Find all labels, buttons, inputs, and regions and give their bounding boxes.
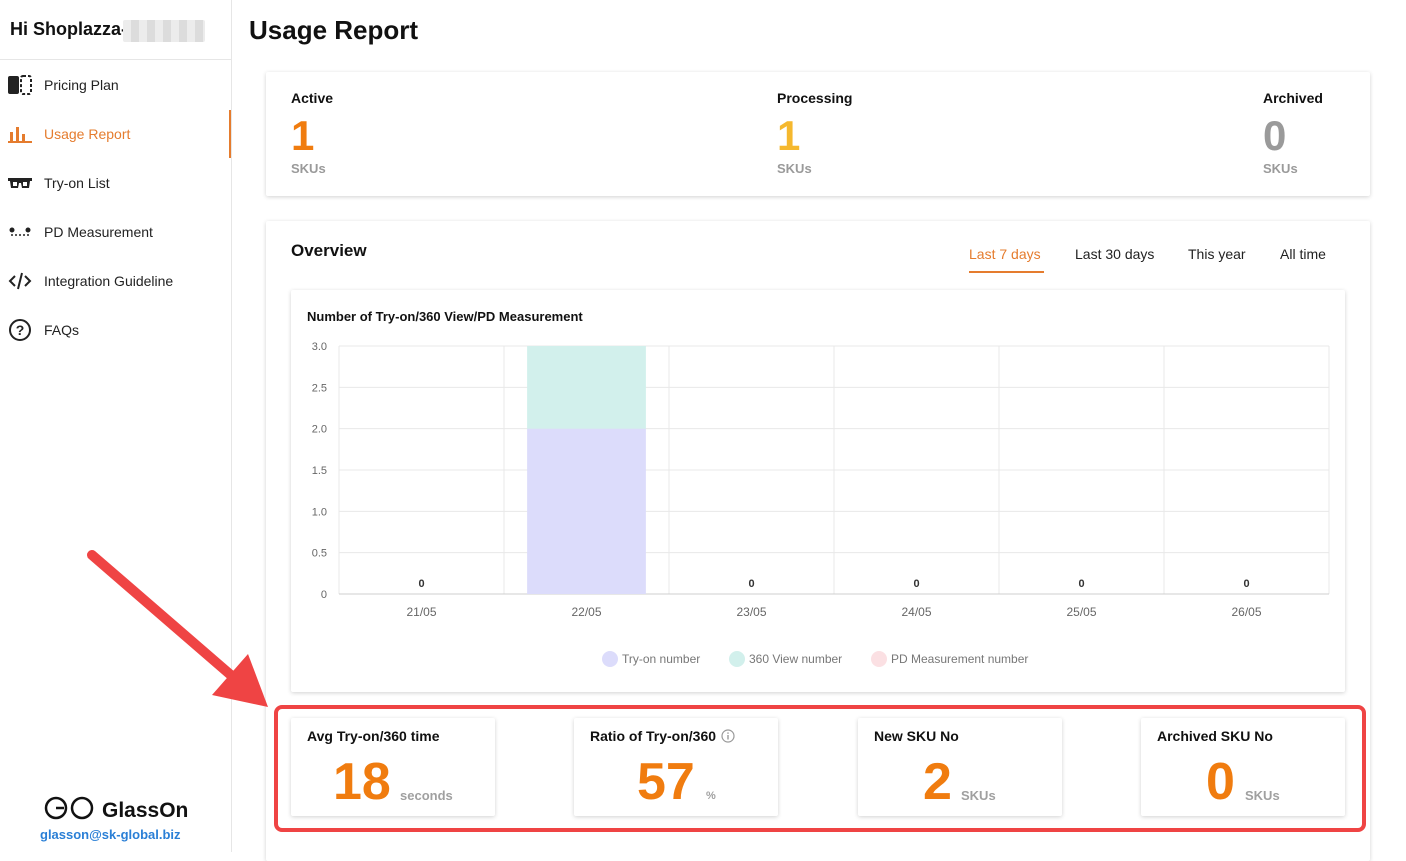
x-tick-label: 21/05 [406,605,436,619]
metric-value: 2 [923,753,952,811]
legend-label: Try-on number [622,652,701,666]
sidebar-item-label: FAQs [44,322,80,338]
x-tick-label: 25/05 [1066,605,1096,619]
metric-label: Archived SKU No [1157,728,1273,744]
sidebar-divider [0,59,231,60]
sidebar-item-label: Pricing Plan [44,77,119,93]
sku-status-card [266,72,1370,196]
tab-all-time[interactable]: All time [1280,246,1326,262]
glasses-icon [7,170,33,196]
sidebar-item-pd-measurement[interactable]: PD Measurement [0,212,231,252]
x-tick-label: 23/05 [736,605,766,619]
sidebar-item-pricing-plan[interactable]: Pricing Plan [0,65,231,105]
overview-title: Overview [291,241,367,260]
archived-label: Archived [1263,90,1323,106]
support-email[interactable]: glasson@sk-global.biz [40,827,181,842]
y-tick-label: 0.5 [312,548,327,560]
metric-unit: SKUs [961,788,996,803]
tab-last-7-days[interactable]: Last 7 days [969,246,1041,262]
archived-value: 0 [1263,112,1287,159]
processing-value: 1 [777,112,801,159]
greeting: Hi Shoplazza- [10,19,128,39]
redacted-store-name [123,20,205,42]
legend-label: PD Measurement number [891,652,1029,666]
y-tick-label: 2.0 [312,424,327,436]
sidebar-item-label: Usage Report [44,126,131,142]
metric-label: Avg Try-on/360 time [307,728,440,744]
legend-360-view[interactable]: 360 View number [729,651,842,667]
page-title: Usage Report [249,15,419,45]
bar-chart-icon [7,121,33,147]
legend-swatch [871,651,887,667]
metric-value: 0 [1206,753,1235,811]
bar-segment [527,346,646,429]
data-label: 0 [913,578,919,590]
metric-value: 18 [333,753,391,811]
processing-unit: SKUs [777,161,812,176]
legend-try-on[interactable]: Try-on number [602,651,700,667]
pricing-icon [7,72,33,98]
data-label: 0 [418,578,424,590]
legend-pd-measurement[interactable]: PD Measurement number [871,651,1028,667]
active-tab-underline [969,271,1044,273]
legend-label: 360 View number [749,652,843,666]
sidebar-item-usage-report[interactable]: Usage Report [0,110,231,158]
metric-card-avg-time [291,718,495,816]
metric-unit: % [706,790,716,802]
metric-label: Ratio of Try-on/360 [590,728,717,744]
data-label: 0 [1243,578,1249,590]
y-tick-label: 1.0 [312,506,327,518]
sidebar-item-try-on-list[interactable]: Try-on List [0,163,231,203]
tab-last-30-days[interactable]: Last 30 days [1075,246,1155,262]
info-icon[interactable] [721,729,735,748]
glasson-logo-icon [44,796,94,825]
pd-icon [7,219,33,245]
data-label: 0 [748,578,754,590]
metric-card-ratio [574,718,778,816]
archived-unit: SKUs [1263,161,1298,176]
x-tick-label: 22/05 [571,605,601,619]
y-tick-label: 1.5 [312,465,327,477]
y-tick-label: 3.0 [312,341,327,353]
y-tick-label: 2.5 [312,382,327,394]
y-tick-label: 0 [321,589,327,601]
brand-name: GlassOn [102,798,189,822]
sidebar-item-integration-guideline[interactable]: Integration Guideline [0,261,231,301]
sidebar-item-label: Integration Guideline [44,273,174,289]
brand: GlassOn [44,796,188,825]
active-value: 1 [291,112,315,159]
highlight-box [274,705,1366,832]
tab-this-year[interactable]: This year [1188,246,1246,262]
question-icon: ? [7,317,33,343]
metric-label: New SKU No [874,728,959,744]
sidebar: Hi Shoplazza- Pricing Plan Usage Report … [0,0,232,852]
active-unit: SKUs [291,161,326,176]
sidebar-item-label: PD Measurement [44,224,153,240]
active-label: Active [291,90,334,106]
bar-segment [527,428,646,594]
metric-card-new-sku [858,718,1062,816]
chart-title: Number of Try-on/360 View/PD Measurement [307,309,583,324]
code-icon [7,268,33,294]
metric-card-archived-sku [1141,718,1345,816]
chart-card [291,290,1345,692]
x-tick-label: 24/05 [901,605,931,619]
metric-unit: SKUs [1245,788,1280,803]
metric-unit: seconds [400,788,453,803]
legend-swatch [602,651,618,667]
sidebar-item-faqs[interactable]: ? FAQs [0,310,231,350]
data-label: 0 [1078,578,1084,590]
sidebar-item-label: Try-on List [44,175,110,191]
svg-text:?: ? [16,322,25,338]
x-tick-label: 26/05 [1231,605,1261,619]
usage-chart: 0 0.5 1.0 1.5 2.0 2.5 3.0 0 21/05 22/05 0 23/05 0 24/… [312,341,1330,619]
metric-value: 57 [637,753,695,811]
legend-swatch [729,651,745,667]
processing-label: Processing [777,90,853,106]
